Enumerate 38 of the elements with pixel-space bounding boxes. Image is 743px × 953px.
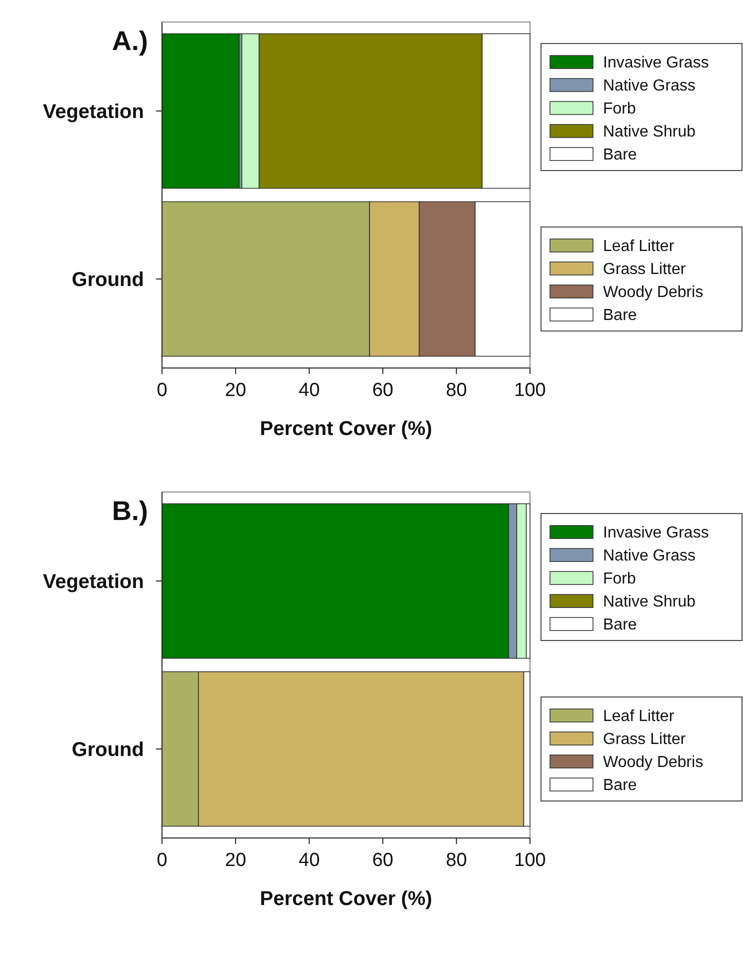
x-tick-label: 100 [514,380,546,401]
legend-label: Native Shrub [603,594,696,611]
legend-label: Grass Litter [603,260,686,278]
x-tick-label: 40 [298,380,320,401]
x-tick-label: 20 [225,850,246,871]
y-tick-label: Vegetation [42,101,144,124]
legend-label: Grass Litter [603,730,686,748]
legend-label: Native Grass [603,78,696,95]
x-axis-title: Percent Cover (%) [260,418,432,440]
x-tick-label: 40 [298,850,320,871]
legend-label: Forb [603,100,636,118]
y-tick-label: Vegetation [42,571,144,594]
legend-label: Woody Debris [603,754,704,771]
legend-label: Bare [603,616,637,634]
chart-title: B.) [112,496,148,526]
x-axis-title: Percent Cover (%) [260,888,432,910]
legend-label: Woody Debris [603,284,704,301]
x-tick-label: 20 [225,380,246,401]
x-tick-label: 60 [372,850,394,871]
x-tick-label: 0 [156,380,168,401]
legend-label: Invasive Grass [603,524,709,542]
legend-label: Bare [603,776,637,794]
y-tick-label: Ground [72,268,144,291]
legend-label: Bare [603,146,637,164]
legend-label: Leaf Litter [603,708,675,725]
legend-label: Native Grass [603,548,696,565]
legend-label: Forb [603,570,636,588]
y-tick-label: Ground [72,738,144,761]
x-tick-label: 60 [372,380,394,401]
legend-label: Invasive Grass [603,54,709,72]
legend-label: Bare [603,306,637,324]
legend-label: Leaf Litter [603,238,675,255]
chart-title: A.) [112,26,148,56]
x-tick-label: 80 [446,850,467,871]
legend-label: Native Shrub [603,124,696,141]
x-tick-label: 100 [514,850,546,871]
x-tick-label: 0 [156,850,168,871]
x-tick-label: 80 [446,380,467,401]
